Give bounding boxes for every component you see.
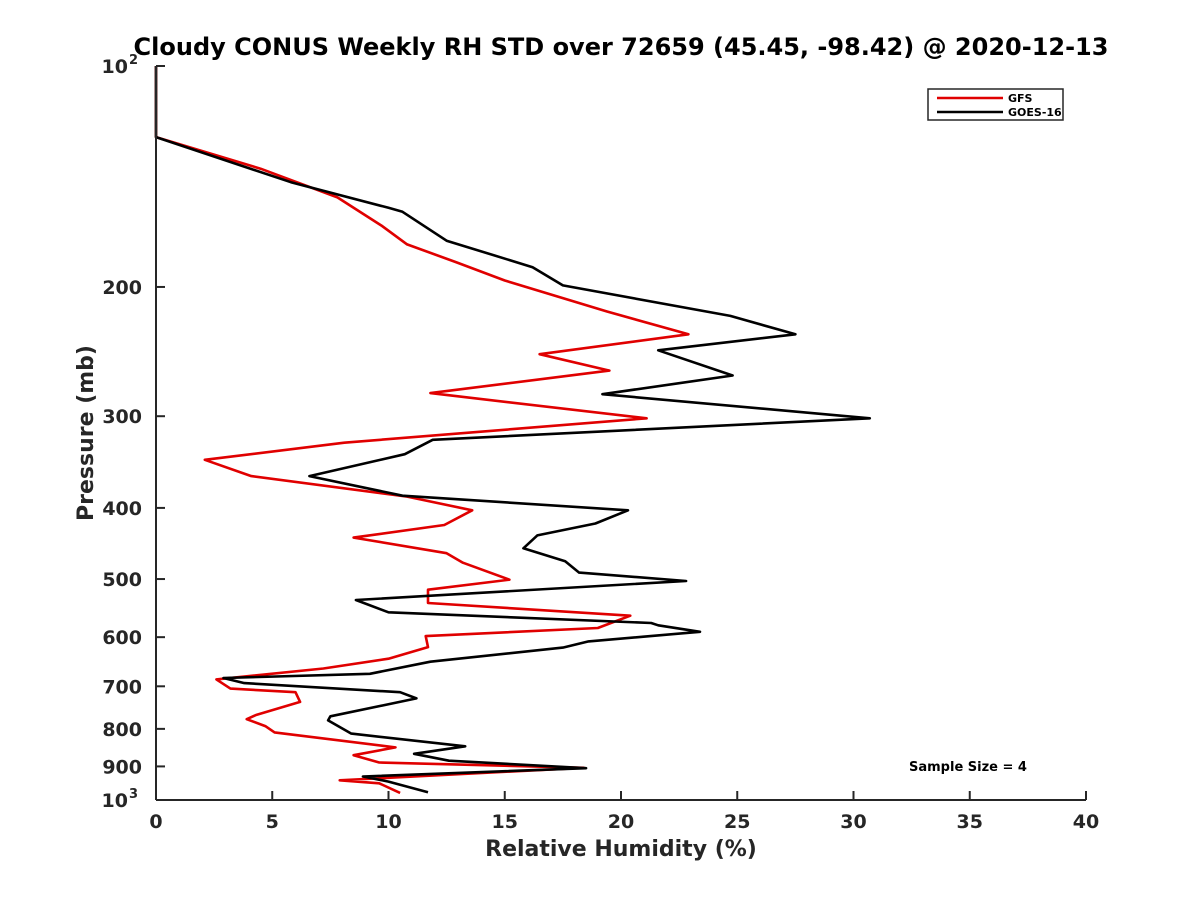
y-tick-label: 10 (102, 790, 128, 812)
chart-title: Cloudy CONUS Weekly RH STD over 72659 (4… (134, 33, 1109, 61)
y-tick-label: 900 (102, 756, 142, 778)
sample-size-annotation: Sample Size = 4 (909, 760, 1027, 775)
y-tick-label: 500 (102, 569, 142, 591)
plot-area: 0 5 10 15 20 25 30 35 40 10 220030040050060070080… (102, 53, 1100, 833)
y-tick-label: 700 (102, 676, 142, 698)
x-tick-label: 35 (957, 811, 983, 833)
legend-label: GFS (1008, 92, 1033, 105)
series-line-goes-16 (154, 66, 872, 794)
x-tick-label: 5 (266, 811, 279, 833)
series-line-gfs (154, 66, 690, 795)
legend-label: GOES-16 (1008, 106, 1062, 119)
y-tick-exponent: 3 (129, 787, 138, 802)
x-tick-label: 40 (1073, 811, 1099, 833)
x-tick-label: 15 (492, 811, 518, 833)
legend-box (927, 88, 1064, 121)
x-axis-label: Relative Humidity (%) (485, 837, 757, 862)
x-tick-label: 25 (724, 811, 750, 833)
y-tick-label: 10 (102, 56, 128, 78)
y-tick-label: 400 (102, 498, 142, 520)
y-tick-exponent: 2 (129, 53, 138, 68)
y-tick-label: 600 (102, 627, 142, 649)
y-tick-label: 800 (102, 719, 142, 741)
x-tick-label: 10 (375, 811, 401, 833)
x-tick-label: 30 (840, 811, 866, 833)
y-axis-label: Pressure (mb) (74, 345, 99, 521)
y-tick-label: 200 (102, 277, 142, 299)
x-tick-label: 20 (608, 811, 634, 833)
x-tick-label: 0 (149, 811, 162, 833)
y-tick-label: 300 (102, 406, 142, 428)
